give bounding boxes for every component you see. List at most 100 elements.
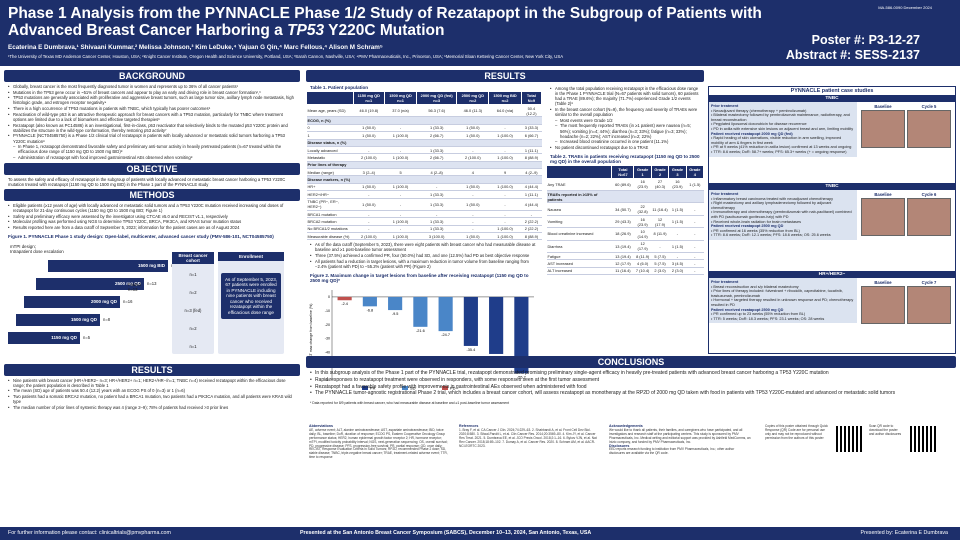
table-cell: - bbox=[686, 202, 704, 216]
conference-info: Presented at the San Antonio Breast Canc… bbox=[300, 530, 592, 536]
background-bullet: Reactivation of wild-type p53 is an attr… bbox=[8, 112, 296, 122]
fasted-label: Fasted n=13 bbox=[128, 281, 141, 292]
case-details: Prior treatment • Breast reconstruction a… bbox=[709, 278, 857, 324]
results-mid-list: As of the data cutoff (September 5, 2023… bbox=[306, 240, 542, 271]
table-cell: 4 (2–9) bbox=[521, 168, 542, 177]
response-heading: Patient received rezatapopt 2500 mg QD bbox=[711, 224, 784, 229]
photo-timepoint-label: Baseline bbox=[874, 104, 892, 109]
section-header-background: BACKGROUND bbox=[4, 70, 300, 82]
table-cell: Measurable disease (%) bbox=[306, 232, 354, 241]
qr-code-icon-2[interactable] bbox=[910, 426, 936, 452]
table-row: Nausea 34 (50.7) 22 (32.8) 11 (16.4) 1 (1.5)… bbox=[546, 202, 704, 216]
dose-level-n: n=5 bbox=[83, 334, 91, 340]
qr-code-icon[interactable] bbox=[836, 426, 862, 452]
poster-title: Phase 1 Analysis from the PYNNACLE Phase… bbox=[8, 5, 762, 39]
table-cell: 2 (100.0) bbox=[353, 232, 385, 241]
table-cell: 1 (100.0) bbox=[488, 131, 522, 140]
photo-timepoint-label: Cycle 6 bbox=[921, 192, 937, 197]
table-cell: - bbox=[488, 210, 522, 219]
table-cell: 1 (33.3) bbox=[416, 198, 457, 211]
table-cell bbox=[456, 139, 489, 147]
table-cell: 8 (88.9) bbox=[521, 232, 542, 241]
conclusion-bullet: In this subgroup analysis of the Phase 1… bbox=[310, 370, 952, 376]
table-cell bbox=[668, 190, 687, 204]
y-tick-label: -20 bbox=[325, 322, 330, 326]
table-cell: 8 (11.9) bbox=[651, 227, 669, 241]
case-label: HR+/HER2− bbox=[709, 271, 955, 278]
table-cell: 2 (100.0) bbox=[456, 153, 489, 162]
table-row: Measurable disease (%) 2 (100.0) 1 (100.0)… bbox=[306, 232, 542, 241]
section-header-objective: OBJECTIVE bbox=[4, 162, 300, 175]
background-list: Globally, breast cancer is the most freq… bbox=[4, 82, 300, 163]
table-cell: - bbox=[416, 183, 457, 192]
table-cell: 9 bbox=[488, 168, 522, 177]
contact-info: For further information please contact: … bbox=[8, 530, 171, 536]
table-cell: 13 (19.4) bbox=[611, 252, 634, 261]
results-bullet: Three (37.5%) achieved a confirmed PR, f… bbox=[310, 253, 538, 258]
table-cell: 4 (6.0) bbox=[633, 259, 652, 268]
response-heading: Patient received rezatapopt 2000 mg QD (… bbox=[711, 131, 793, 136]
table-cell: 1 (50.0) bbox=[456, 183, 489, 192]
table-cell: - bbox=[488, 190, 522, 199]
acknowledgements-heading: Acknowledgements bbox=[609, 424, 643, 428]
background-sub-bullet: In Phase 1, rezatapopt demonstrated favo… bbox=[8, 144, 296, 154]
table-cell: 4 bbox=[456, 168, 489, 177]
table-cell: 2 (22.2) bbox=[521, 217, 542, 226]
bar-value-label: -6.8 bbox=[367, 308, 374, 312]
table-cell: Locally advanced bbox=[306, 146, 354, 155]
table-cell: 13 (19.4) bbox=[611, 240, 634, 253]
table-row: No BRCA1/2 mutations - -1 (33.3) -1 (100.0)… bbox=[306, 225, 542, 234]
table-row: Metastatic 2 (100.0) 1 (100.0) 2 (66.7) 2 (1… bbox=[306, 153, 542, 162]
y-tick-label: -40 bbox=[325, 350, 330, 354]
bar-value-label: -35.4 bbox=[467, 348, 476, 352]
waterfall-bar bbox=[413, 296, 428, 327]
trae-table: Total N=67 Grade 1 Grade 2 Grade 3 Grade 4 An… bbox=[545, 164, 705, 276]
table-cell: 1 (33.3) bbox=[416, 190, 457, 199]
table-cell: Median (range) bbox=[306, 168, 354, 177]
table-cell: 1 (50.0) bbox=[353, 124, 385, 133]
table-cell: 2 (66.7) bbox=[416, 153, 457, 162]
dose-level-bar: 2000 mg QD bbox=[24, 295, 120, 308]
table-cell: - bbox=[353, 146, 385, 155]
response-text: • PR confirmed at 16 weeks (35% reductio… bbox=[711, 228, 831, 238]
conclusions-list: In this subgroup analysis of the Phase 1… bbox=[306, 368, 956, 399]
middle-column: RESULTS Table 1. Patient population 1150… bbox=[306, 70, 705, 405]
abbreviations-text: AE, adverse event; ALT, alanine aminotra… bbox=[309, 427, 448, 460]
table-cell bbox=[456, 175, 489, 184]
background-bullet: PYNNACLE (NCT04585750) is a Phase 1/2 cl… bbox=[8, 133, 296, 143]
qr-notice: Copies of this poster obtained through Q… bbox=[765, 424, 828, 440]
table-cell: 1 (11.1) bbox=[521, 190, 542, 199]
methods-bullet: Safety and preliminary efficacy were ass… bbox=[8, 214, 296, 219]
table-cell: - bbox=[668, 252, 687, 261]
results-bullet: Nine patients with breast cancer (HR+/HE… bbox=[8, 378, 296, 388]
references-text: 1. Bray F, et al. CA Cancer J Clin. 2024… bbox=[459, 427, 597, 448]
table-cell: 1 (33.3) bbox=[416, 225, 457, 234]
response-heading: Patient received rezatapopt 2500 mg QD bbox=[711, 307, 784, 312]
background-bullet: Rezatapopt (also known as PC14586) is an… bbox=[8, 123, 296, 133]
table-cell: BRCA2 mutation bbox=[306, 217, 354, 226]
table-cell: 1 (100.0) bbox=[384, 153, 417, 162]
table-cell: 3 (33.3) bbox=[521, 124, 542, 133]
table-cell: 29 (43.3) bbox=[611, 215, 634, 229]
photo-timepoint-label: Baseline bbox=[874, 192, 892, 197]
table-cell: 46.0 (11.3) bbox=[456, 104, 489, 118]
table-cell: 1 (50.0) bbox=[456, 131, 489, 140]
table-row: HR+ 1 (50.0) 1 (100.0) -1 (50.0) 1 (100.0) 4 … bbox=[306, 183, 542, 192]
table-cell: Any TRAE bbox=[546, 178, 612, 192]
table-cell: 1 (100.0) bbox=[488, 225, 522, 234]
table-cell: - bbox=[488, 146, 522, 155]
results-bullet: No patient discontinued rezatapopt due t… bbox=[550, 145, 700, 150]
table-cell: 1 (11.1) bbox=[521, 146, 542, 155]
table-cell: - bbox=[488, 217, 522, 226]
table-cell: 12 (17.9) bbox=[651, 215, 669, 229]
acknowledgements-text: We would like to thank all patients, the… bbox=[609, 427, 751, 444]
table-cell: 2 (3.0) bbox=[651, 267, 669, 276]
table-row: Locally advanced - -1 (33.3) - -1 (11.1) bbox=[306, 146, 542, 155]
table-cell: 3 (4.5) bbox=[668, 259, 687, 268]
dose-level-n: n=8 bbox=[103, 316, 111, 322]
table-cell: - bbox=[686, 240, 704, 253]
table-cell bbox=[456, 116, 489, 125]
table-header-cell bbox=[306, 91, 354, 105]
table-cell: - bbox=[384, 198, 417, 211]
